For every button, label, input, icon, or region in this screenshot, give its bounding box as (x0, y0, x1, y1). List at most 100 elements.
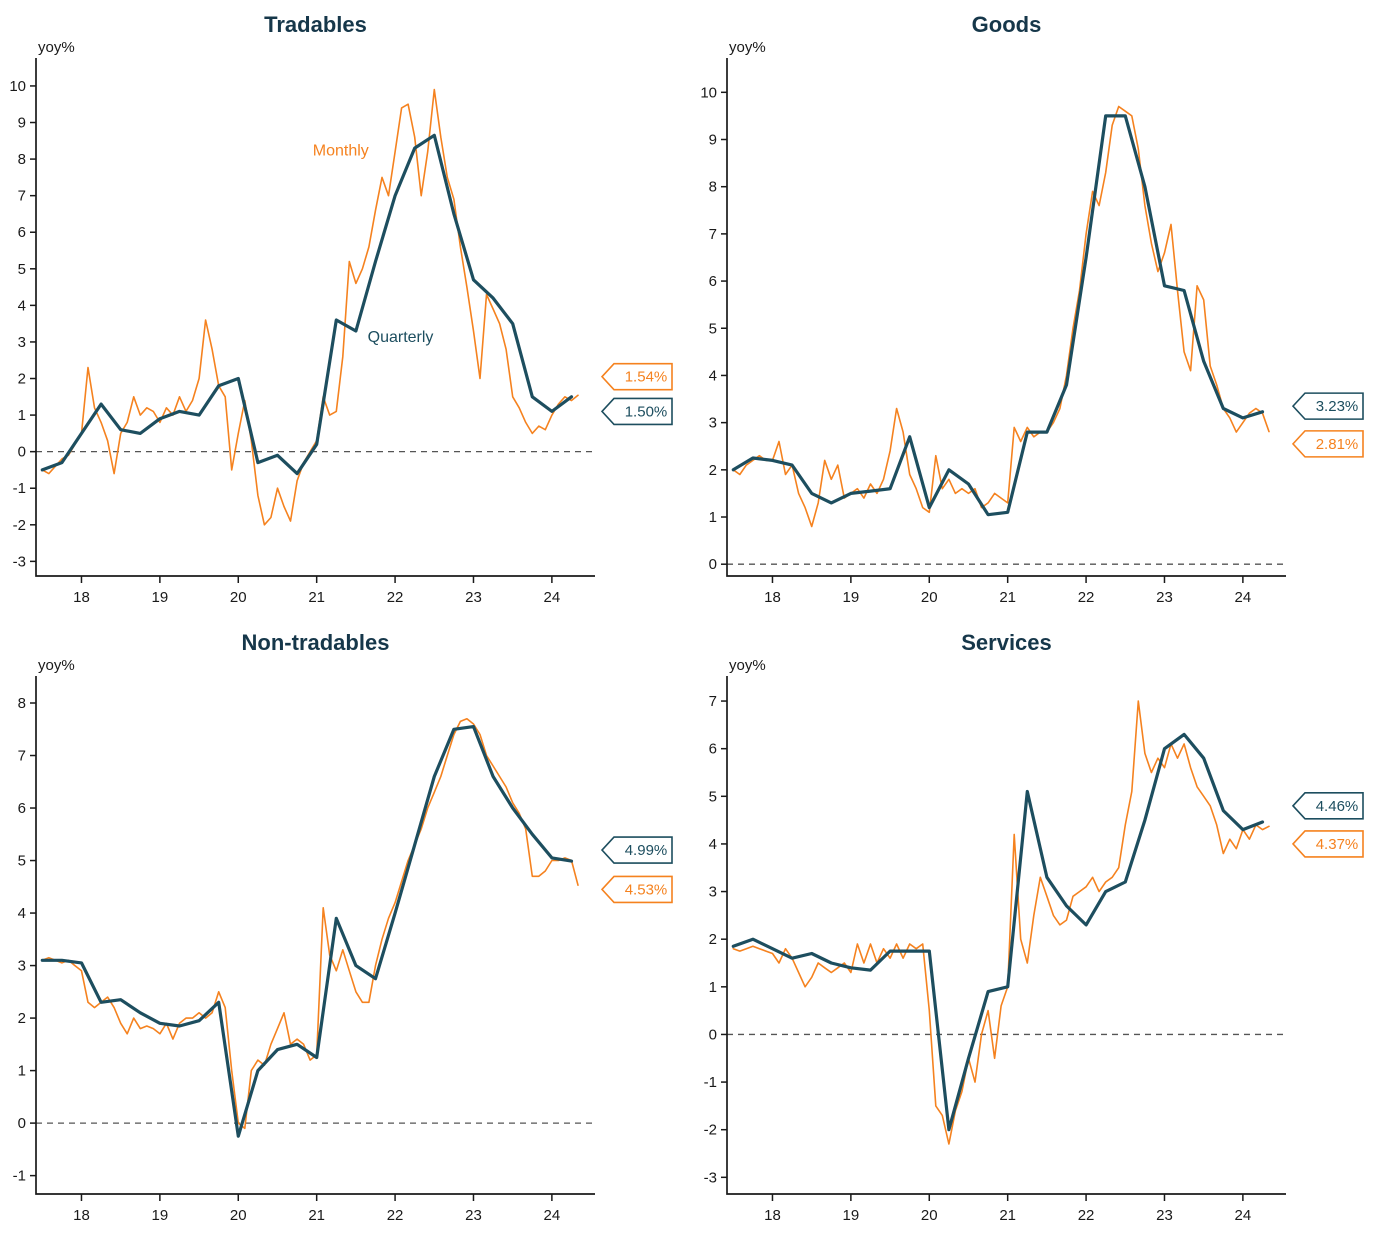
chart-title-non-tradables: Non-tradables (241, 630, 390, 655)
x-tick-label: 21 (999, 1207, 1016, 1224)
x-tick-label: 23 (1156, 1207, 1173, 1224)
series-label-monthly: Monthly (313, 142, 369, 159)
callout-flag (600, 836, 673, 864)
callout-flag (1291, 430, 1364, 458)
x-tick-label: 19 (843, 589, 860, 606)
y-tick-label: 7 (18, 188, 26, 205)
y-tick-label: -3 (704, 1169, 717, 1186)
x-tick-label: 18 (764, 1207, 781, 1224)
y-axis-unit-label: yoy% (38, 39, 75, 56)
callout-value: 1.54% (625, 369, 668, 386)
y-tick-label: 3 (18, 334, 26, 351)
chart-tradables: Tradables -3 -2 -1 0 1 2 3 4 5 6 7 8 9 10 18 19 20 21 22 23… (0, 0, 691, 618)
y-tick-label: 1 (18, 407, 26, 424)
x-tick-label: 20 (921, 589, 938, 606)
y-tick-label: 1 (18, 1063, 26, 1080)
y-axis-unit-label: yoy% (729, 657, 766, 674)
callout-value: 2.81% (1316, 436, 1359, 453)
axes (35, 676, 595, 1195)
y-tick-label: 8 (18, 695, 26, 712)
monthly-line (41, 88, 579, 526)
callout-value: 4.37% (1316, 836, 1359, 853)
x-tick-label: 21 (308, 1207, 325, 1224)
y-tick-label: 0 (709, 556, 717, 573)
callout-quarterly: 3.23% (1291, 392, 1364, 420)
chart-non-tradables: Non-tradables -1 0 1 2 3 4 5 6 7 8 18 19 20 21 22 23 24 y… (0, 618, 691, 1236)
y-tick-label: -1 (13, 480, 26, 497)
y-tick-label: 2 (18, 371, 26, 388)
x-tick-label: 24 (1235, 1207, 1252, 1224)
x-tick-label: 24 (544, 1207, 561, 1224)
y-tick-label: 5 (18, 261, 26, 278)
monthly-line (732, 700, 1270, 1145)
y-tick-label: 10 (700, 84, 717, 101)
y-tick-label: 6 (18, 800, 26, 817)
x-tick-label: 24 (1235, 589, 1252, 606)
y-tick-label: 9 (709, 132, 717, 149)
y-tick-label: 6 (18, 224, 26, 241)
chart-services: Services -3 -2 -1 0 1 2 3 4 5 6 7 18 19 20 21 22 23 24 yoy… (691, 618, 1382, 1236)
y-tick-label: 3 (709, 415, 717, 432)
y-tick-label: 5 (709, 320, 717, 337)
callout-value: 3.23% (1316, 398, 1359, 415)
callout-value: 4.46% (1316, 798, 1359, 815)
y-tick-label: 8 (18, 151, 26, 168)
callout-value: 1.50% (625, 403, 668, 420)
series-label-quarterly: Quarterly (368, 329, 434, 346)
chart-goods: Goods 0 1 2 3 4 5 6 7 8 9 10 18 19 20 21 22 23 24 yoy% 3.23… (691, 0, 1382, 618)
x-tick-label: 18 (764, 589, 781, 606)
y-tick-label: 1 (709, 979, 717, 996)
y-tick-label: -1 (704, 1074, 717, 1091)
x-tick-label: 20 (230, 589, 247, 606)
x-tick-label: 19 (843, 1207, 860, 1224)
callout-value: 4.53% (625, 881, 668, 898)
y-tick-label: 0 (18, 444, 26, 461)
y-tick-label: 4 (18, 905, 26, 922)
y-tick-label: 4 (709, 367, 717, 384)
x-tick-label: 22 (387, 589, 404, 606)
x-tick-label: 18 (73, 589, 90, 606)
x-tick-label: 23 (465, 1207, 482, 1224)
y-tick-label: 5 (18, 853, 26, 870)
x-tick-label: 19 (152, 589, 169, 606)
quarterly-line (40, 133, 574, 476)
callout-flag (1291, 830, 1364, 858)
x-tick-label: 21 (999, 589, 1016, 606)
x-tick-label: 19 (152, 1207, 169, 1224)
y-tick-label: 4 (709, 836, 717, 853)
y-tick-label: 2 (18, 1010, 26, 1027)
y-tick-label: 8 (709, 179, 717, 196)
x-tick-label: 24 (544, 589, 561, 606)
y-axis-unit-label: yoy% (38, 657, 75, 674)
callout-value: 4.99% (625, 842, 668, 859)
x-tick-label: 22 (1078, 1207, 1095, 1224)
y-tick-label: 2 (709, 931, 717, 948)
callout-monthly: 4.53% (600, 875, 673, 904)
quarterly-line (731, 732, 1265, 1132)
x-tick-label: 20 (921, 1207, 938, 1224)
x-tick-label: 21 (308, 589, 325, 606)
y-tick-label: 3 (18, 958, 26, 975)
monthly-line (41, 718, 579, 1130)
callout-quarterly: 4.99% (600, 836, 673, 864)
x-tick-label: 22 (1078, 589, 1095, 606)
y-tick-label: 9 (18, 115, 26, 132)
y-tick-label: -2 (704, 1122, 717, 1139)
y-tick-label: -2 (13, 517, 26, 534)
axes (726, 676, 1286, 1195)
y-tick-label: 7 (18, 748, 26, 765)
chart-title-tradables: Tradables (264, 12, 367, 37)
x-tick-label: 18 (73, 1207, 90, 1224)
x-tick-label: 23 (465, 589, 482, 606)
y-tick-label: 7 (709, 226, 717, 243)
callout-flag (600, 875, 673, 904)
quarterly-line (731, 114, 1265, 517)
monthly-line (732, 105, 1270, 528)
x-tick-label: 23 (1156, 589, 1173, 606)
callout-monthly: 2.81% (1291, 430, 1364, 458)
y-axis-unit-label: yoy% (729, 39, 766, 56)
